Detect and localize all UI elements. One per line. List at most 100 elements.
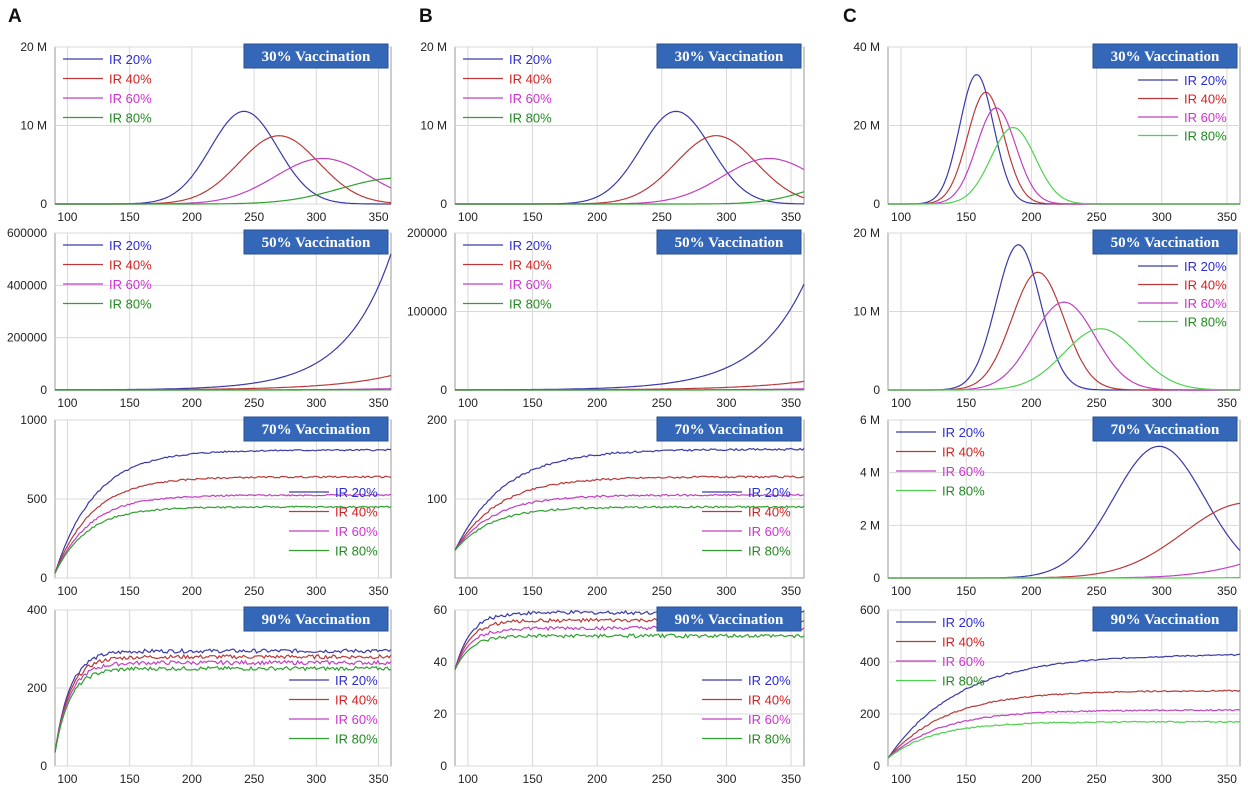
x-tick-label: 100 [57,584,77,598]
y-tick-label: 10 M [420,119,447,133]
x-tick-label: 100 [458,396,478,410]
legend: IR 20% IR 40% IR 60% IR 80% [289,485,378,559]
legend-label: IR 20% [748,673,791,688]
x-tick-label: 250 [244,772,264,786]
chart-title-box [243,416,389,442]
legend-label: IR 20% [1184,73,1227,88]
chart-title: 90% Vaccination [675,612,784,628]
legend: IR 20% IR 40% IR 60% IR 80% [289,673,378,747]
chart-panel-b3: 100 150 200 250 300 350 100 200 70% Vaccination I… [427,413,805,598]
chart-title: 30% Vaccination [262,49,371,65]
x-tick-label: 150 [523,396,543,410]
y-tick-label: 0 [40,197,47,211]
legend-label: IR 20% [109,238,152,253]
x-tick-label: 200 [587,210,607,224]
chart-title-box [1092,43,1238,69]
legend-label: IR 60% [109,91,152,106]
x-tick-label: 300 [716,210,736,224]
chart-title-box [243,229,389,255]
chart-title-box [243,606,389,632]
x-tick-label: 300 [716,396,736,410]
chart-panel-c1: 100 150 200 250 300 350 0 20 M 40 M 30% Vaccinati… [853,40,1241,224]
series-line-ir-80 [455,191,805,205]
x-tick-label: 150 [956,772,976,786]
series-line-ir-40 [54,475,392,574]
plot-area [54,232,392,391]
legend: IR 20% IR 40% IR 60% IR 80% [463,52,552,126]
x-tick-label: 200 [182,772,202,786]
x-tick-label: 300 [306,396,326,410]
x-tick-label: 350 [781,772,801,786]
y-tick-label: 0 [40,759,47,773]
x-tick-label: 350 [369,210,389,224]
y-tick-label: 40 M [853,40,880,54]
legend-label: IR 60% [942,654,985,669]
legend-label: IR 60% [748,712,791,727]
x-tick-label: 150 [956,210,976,224]
x-tick-label: 200 [1021,772,1041,786]
series-line-ir-80 [888,126,1240,205]
y-tick-label: 0 [873,759,880,773]
x-tick-label: 350 [781,584,801,598]
series-line-ir-20 [54,448,391,574]
x-tick-label: 150 [120,772,140,786]
legend-label: IR 40% [1184,92,1227,107]
legend: IR 20% IR 40% IR 60% IR 80% [63,52,152,126]
legend-label: IR 20% [509,52,552,67]
x-tick-label: 150 [523,584,543,598]
x-tick-label: 300 [716,772,736,786]
legend-label: IR 80% [109,297,152,312]
series-line-ir-40 [54,653,392,753]
y-tick-label: 0 [440,383,447,397]
legend-label: IR 80% [1184,315,1227,330]
y-tick-label: 60 [434,603,448,617]
y-tick-label: 0 [440,759,447,773]
x-tick-label: 200 [182,584,202,598]
series-line-ir-80 [887,720,1241,759]
series-line-ir-20 [887,653,1240,759]
legend-label: IR 60% [942,464,985,479]
legend-label: IR 20% [109,52,152,67]
y-tick-label: 20 M [853,119,880,133]
y-tick-label: 0 [873,571,880,585]
panel-letter-a: A [8,6,22,27]
y-tick-label: 100 [427,492,447,506]
panel-letter-b: B [419,6,433,27]
y-tick-label: 0 [873,383,880,397]
legend-label: IR 40% [335,693,378,708]
x-tick-label: 250 [244,210,264,224]
series-line-ir-80 [454,633,805,671]
chart-panel-a3: 100 150 200 250 300 350 0 500 1000 70% Vaccinatio… [20,413,392,598]
legend-label: IR 80% [335,544,378,559]
x-tick-label: 150 [956,396,976,410]
x-tick-label: 100 [458,210,478,224]
panel-letter-c: C [843,6,857,27]
legend: IR 20% IR 40% IR 60% IR 80% [896,425,985,499]
series-line-ir-40 [454,475,805,551]
series-line-ir-60 [54,659,392,753]
x-tick-label: 250 [244,396,264,410]
chart-title-box [1092,606,1238,632]
legend: IR 20% IR 40% IR 60% IR 80% [896,615,985,689]
chart-panel-a4: 100 150 200 250 300 350 0 200 400 90% Vaccination… [27,603,392,786]
legend-label: IR 60% [509,277,552,292]
series-line-ir-20 [54,647,392,753]
y-tick-label: 200 [27,681,47,695]
legend-label: IR 40% [335,505,378,520]
chart-title: 90% Vaccination [262,612,371,628]
y-tick-label: 20 M [420,40,447,54]
chart-panel-c4: 100 150 200 250 300 350 0 200 400 600 90% Vaccinat… [860,603,1241,786]
chart-title: 70% Vaccination [1111,422,1220,438]
legend-label: IR 40% [748,505,791,520]
legend-label: IR 80% [1184,129,1227,144]
x-tick-label: 300 [306,210,326,224]
y-tick-label: 20 [434,707,448,721]
x-tick-label: 350 [1217,584,1237,598]
legend: IR 20% IR 40% IR 60% IR 80% [1138,73,1227,144]
x-tick-label: 100 [458,584,478,598]
y-tick-label: 6 M [860,413,880,427]
x-tick-label: 100 [57,396,77,410]
plot-area [887,419,1241,579]
series-line-ir-40 [887,689,1241,759]
